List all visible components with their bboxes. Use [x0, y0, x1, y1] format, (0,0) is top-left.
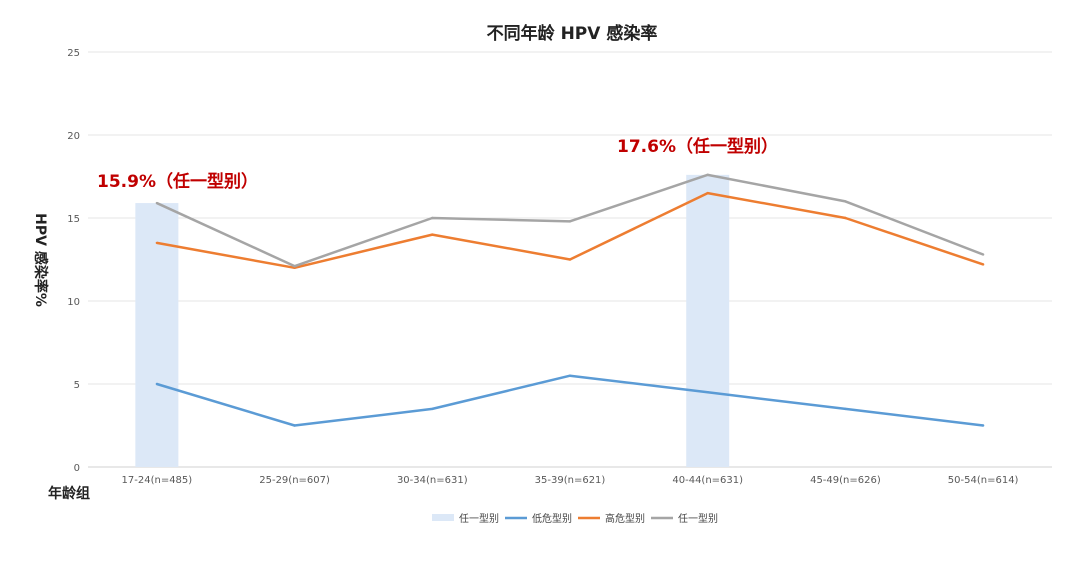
x-ticks: 17-24(n=485) 25-29(n=607) 30-34(n=631) 35-3… — [122, 475, 1019, 486]
data-point — [844, 216, 847, 220]
data-point — [431, 233, 434, 236]
x-tick-label: 35-39(n=621) — [535, 475, 606, 486]
legend-swatch — [432, 514, 454, 521]
data-point — [844, 407, 847, 411]
data-point — [981, 424, 985, 427]
x-tick-label: 40-44(n=631) — [672, 475, 743, 486]
data-point — [568, 374, 572, 377]
series-line — [156, 191, 984, 270]
y-tick-label: 15 — [67, 214, 80, 225]
x-tick-label: 45-49(n=626) — [810, 475, 881, 486]
legend-label: 任一型别 — [678, 512, 718, 525]
y-tick-label: 0 — [74, 463, 80, 474]
lines — [155, 173, 985, 427]
bars — [135, 174, 730, 467]
data-point — [293, 424, 296, 427]
annotation-2: 17.6%（任一型别） — [617, 136, 778, 157]
y-axis-label: HPV 感染率% — [32, 213, 49, 307]
data-point — [981, 253, 985, 256]
chart-title: 不同年龄 HPV 感染率 — [487, 23, 658, 44]
legend-label: 高危型别 — [605, 512, 645, 525]
legend-label: 任一型别 — [459, 512, 499, 525]
y-tick-label: 5 — [74, 380, 80, 391]
data-point — [293, 264, 296, 268]
data-point — [431, 216, 434, 220]
data-point — [706, 191, 709, 195]
x-axis-label: 年龄组 — [48, 485, 90, 502]
series-line — [156, 374, 984, 427]
legend: 任一型别 低危型别 高危型别 任一型别 — [432, 512, 718, 525]
data-point — [155, 241, 159, 245]
data-point — [981, 263, 985, 266]
data-point — [568, 258, 572, 261]
data-point — [155, 201, 159, 205]
y-tick-label: 25 — [67, 48, 80, 59]
data-point — [706, 173, 709, 177]
bar — [135, 203, 179, 467]
data-point — [706, 391, 709, 394]
data-point — [155, 382, 159, 386]
legend-label: 低危型别 — [532, 512, 572, 525]
bar — [686, 174, 730, 467]
x-tick-label: 50-54(n=614) — [948, 475, 1019, 486]
y-tick-label: 20 — [67, 131, 80, 142]
x-tick-label: 17-24(n=485) — [122, 475, 193, 486]
grid: 0 5 10 15 20 25 — [67, 48, 1052, 474]
annotation-1: 15.9%（任一型别） — [97, 171, 258, 192]
data-point — [844, 200, 847, 203]
x-tick-label: 25-29(n=607) — [259, 475, 330, 486]
y-tick-label: 10 — [67, 297, 80, 308]
data-point — [431, 407, 434, 411]
x-tick-label: 30-34(n=631) — [397, 475, 468, 486]
data-point — [568, 220, 572, 223]
